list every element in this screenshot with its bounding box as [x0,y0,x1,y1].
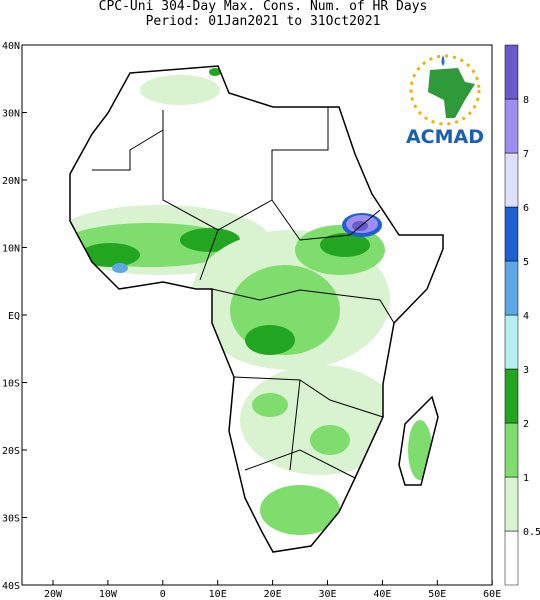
coastline [69,65,444,553]
title: CPC-Uni 304-Day Max. Cons. Num. of HR Da… [99,0,428,14]
colorbar-label: 1 [523,473,529,484]
logo-text: ACMAD [406,126,484,148]
colorbar-band [504,530,519,586]
axes: 20W 10W 0 10E 20E 30E 40E 50E 60E 40N 30N 20N 10N EQ 1… [2,41,501,600]
colorbar-label: 3 [523,365,529,376]
x-tick-label: 10W [99,589,118,600]
x-tick-label: 50E [428,589,446,600]
colorbar-band [504,476,519,532]
colorbar-label: 5 [523,257,529,268]
period: Period: 01Jan2021 to 31Oct2021 [146,14,381,29]
colorbar-band [504,152,519,208]
y-tick-label: 30S [2,514,20,525]
colorbar-label: 0.5 [523,527,540,538]
x-tick-label: 40E [373,589,391,600]
y-tick-label: 20S [2,446,20,457]
y-tick-label: 40N [2,41,20,52]
y-tick-label: EQ [8,311,20,322]
colorbar-label: 4 [523,311,529,322]
colorbar-band [504,206,519,262]
colorbar-band [504,260,519,316]
logo: ACMAD [406,54,484,148]
x-tick-label: 60E [483,589,501,600]
colorbar-label: 8 [523,95,529,106]
colorbar-label: 2 [523,419,529,430]
colorbar: 0.5 1 2 3 4 5 6 7 8 [504,44,540,586]
y-tick-label: 40S [2,581,20,592]
x-tick-label: 10E [209,589,227,600]
x-tick-label: 20W [44,589,63,600]
colorbar-band [504,368,519,424]
y-tick-label: 20N [2,176,20,187]
colorbar-label: 6 [523,203,529,214]
borders [92,107,395,479]
x-tick-label: 20E [264,589,282,600]
y-tick-label: 10N [2,244,20,255]
x-tick-label: 30E [318,589,336,600]
colorbar-band [504,422,519,478]
colorbar-label: 7 [523,149,529,160]
y-tick-label: 10S [2,379,20,390]
colorbar-band [504,44,519,100]
x-tick-label: 0 [160,589,166,600]
colorbar-band [504,98,519,154]
y-tick-label: 30N [2,109,20,120]
colorbar-band [504,314,519,370]
